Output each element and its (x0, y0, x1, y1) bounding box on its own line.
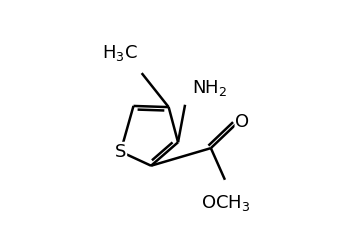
Text: OCH$_3$: OCH$_3$ (201, 193, 251, 213)
Text: O: O (235, 113, 250, 131)
Text: H$_3$C: H$_3$C (102, 42, 138, 63)
Text: S: S (115, 143, 126, 161)
Text: NH$_2$: NH$_2$ (192, 78, 227, 98)
